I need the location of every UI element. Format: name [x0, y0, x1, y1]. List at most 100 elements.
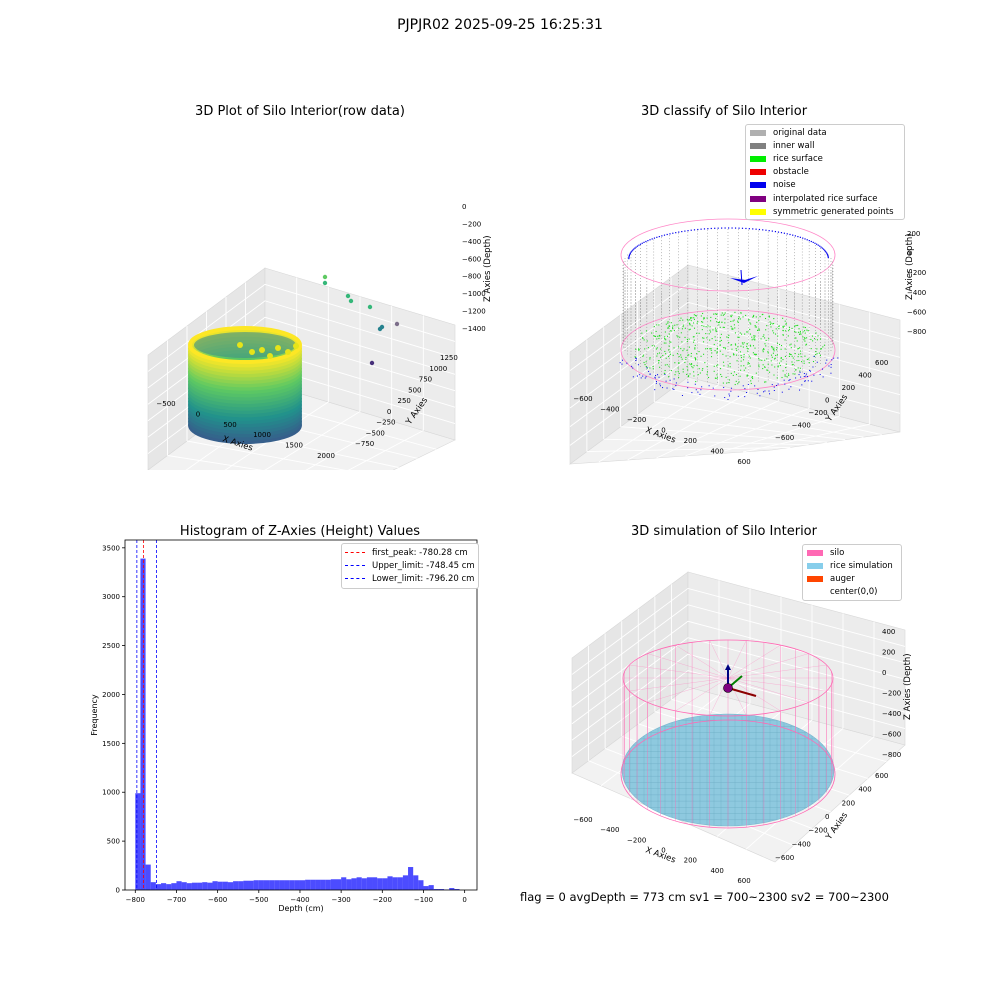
histogram-bar — [438, 889, 445, 890]
rice-surface-point — [773, 358, 776, 360]
rice-surface-point — [662, 354, 664, 357]
noise-point — [786, 233, 788, 235]
rice-surface-point — [691, 363, 693, 365]
rice-surface-point — [791, 327, 793, 329]
rice-surface-point — [676, 324, 678, 326]
noise-point — [771, 384, 773, 386]
tick-label: 1000 — [429, 365, 447, 373]
rice-surface-point — [794, 325, 796, 327]
noise-point — [631, 250, 633, 252]
rice-surface-point — [706, 337, 708, 339]
rice-surface-point — [701, 321, 703, 323]
tick-label: −400 — [462, 238, 481, 246]
rice-surface-point — [654, 335, 656, 337]
rice-surface-point — [752, 352, 754, 354]
legend-item-obstacle: obstacle — [750, 166, 900, 179]
rice-surface-point — [734, 383, 736, 386]
legend-item-original-data: original data — [750, 126, 900, 139]
grid-line — [637, 413, 846, 441]
rice-surface-point — [805, 343, 808, 345]
legend-swatch — [750, 169, 766, 176]
rice-surface-point — [778, 362, 780, 364]
rice-surface-point — [716, 365, 718, 367]
noise-point — [655, 380, 657, 382]
rice-surface-point — [764, 381, 766, 383]
noise-point — [658, 235, 660, 238]
rice-surface-point — [750, 345, 752, 347]
silo-roof-wire — [675, 677, 729, 712]
rice-surface-point — [777, 335, 779, 337]
silo-roof-wire — [647, 677, 729, 703]
rice-surface-point — [713, 313, 715, 315]
panes — [568, 264, 901, 465]
rice-surface-point — [782, 329, 784, 331]
rice-surface-point — [747, 343, 749, 345]
rice-surface-point — [689, 363, 691, 365]
classify-3d-plot: −600−400−2000200400600−600−400−200020040… — [568, 218, 926, 466]
noise-point — [659, 383, 661, 385]
legend-label: inner wall — [773, 140, 815, 151]
noise-point — [631, 365, 633, 367]
rice-surface-point — [678, 362, 680, 364]
histogram-bar — [392, 877, 398, 890]
rice-surface-point — [655, 330, 657, 333]
histogram-bar — [150, 882, 156, 890]
noise-point — [703, 228, 706, 230]
histogram-bar — [305, 879, 311, 890]
rice-surface-point — [716, 321, 718, 323]
rice-surface-point — [752, 377, 754, 380]
legend-item-upper-limit: Upper_limit: -748.45 cm — [345, 559, 475, 572]
rice-surface-point — [740, 357, 743, 359]
rice-surface-point — [789, 353, 791, 355]
noise-point — [642, 375, 644, 377]
rice-surface-point — [732, 353, 735, 355]
rice-surface-point — [705, 333, 707, 335]
tick-label: −200 — [462, 220, 481, 228]
rice-surface-point — [680, 356, 682, 358]
grid-line — [571, 670, 906, 757]
rice-surface-point — [773, 322, 775, 325]
rice-surface-point — [691, 325, 693, 327]
tick-label: 500 — [408, 386, 421, 394]
noise-point — [628, 254, 630, 257]
rice-surface-point — [674, 362, 676, 364]
rice-surface-point — [679, 319, 681, 322]
rice-surface-point — [690, 316, 692, 319]
histogram-bar — [351, 878, 357, 890]
rice-surface-point — [693, 327, 696, 329]
rice-surface-point — [773, 347, 775, 349]
noise-point — [672, 232, 674, 234]
rice-surface-point — [706, 348, 709, 350]
panel2-title: 3D classify of Silo Interior — [640, 104, 808, 119]
rice-surface-point — [799, 350, 802, 352]
rice-surface-point — [693, 317, 695, 319]
noise-point — [647, 240, 649, 242]
noise-point — [635, 246, 637, 248]
rice-surface-point — [656, 355, 658, 357]
noise-point — [728, 227, 730, 229]
rice-surface-point — [678, 376, 680, 378]
rice-surface-point — [710, 356, 713, 358]
noise-point — [699, 393, 701, 395]
histogram-bar — [366, 877, 373, 890]
depth-histogram: −800 −700 −600 −500 −400 −300 −200 −100 0 0 500 100… — [90, 539, 478, 913]
rice-surface-point — [690, 320, 692, 322]
rice-surface-point — [776, 349, 778, 351]
rice-surface-point — [687, 376, 690, 378]
noise-point — [768, 390, 770, 392]
noise-point — [632, 367, 634, 369]
rice-surface-point — [799, 330, 801, 333]
noise-point — [626, 362, 628, 364]
rice-surface-point — [645, 361, 647, 363]
histogram-bar — [233, 881, 239, 890]
grid-line — [571, 604, 906, 692]
rice-surface-point — [719, 344, 721, 346]
noise-point — [635, 359, 637, 361]
rice-surface-point — [715, 339, 717, 341]
rice-surface-point — [743, 342, 745, 344]
legend-label: first_peak: -780.28 cm — [372, 547, 468, 558]
rice-surface-point — [680, 348, 682, 350]
noise-point — [742, 385, 744, 387]
noise-point — [663, 234, 666, 236]
rice-surface-point — [638, 349, 640, 351]
